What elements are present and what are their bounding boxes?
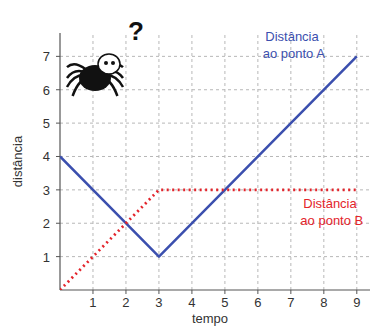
x-tick-label: 7 — [287, 295, 294, 310]
x-grid-line — [257, 33, 258, 290]
x-tick-label: 4 — [188, 295, 195, 310]
y-grid-line — [60, 123, 370, 124]
x-axis-label: tempo — [192, 311, 228, 326]
y-tick-label: 7 — [43, 49, 50, 64]
x-tick-label: 6 — [254, 295, 261, 310]
series-label-line: ao ponto A — [259, 46, 325, 61]
y-axis — [59, 33, 60, 290]
x-grid-line — [224, 33, 225, 290]
x-tick-label: 1 — [89, 295, 96, 310]
y-grid-line — [60, 256, 370, 257]
y-tick-label: 3 — [43, 183, 50, 198]
series-label-line: Distância — [303, 196, 357, 211]
series-label-line: Distância — [265, 29, 319, 44]
x-tick-label: 3 — [155, 295, 162, 310]
series-label: Distância ao ponto B — [297, 196, 364, 228]
x-grid-line — [125, 33, 126, 290]
series-line — [60, 190, 357, 290]
spider-icon — [67, 54, 123, 96]
series-label: Distância ao ponto A — [259, 29, 325, 61]
annotation: ? — [128, 16, 144, 46]
y-tick-label: 4 — [43, 149, 50, 164]
series-group — [60, 56, 357, 290]
x-tick-label: 8 — [320, 295, 327, 310]
series-label-line: ao ponto B — [297, 213, 364, 228]
chart: 1 2 3 4 5 6 7 8 9 1 2 3 4 5 6 7 tempo distância? Distância… — [0, 0, 384, 336]
x-grid-line — [158, 33, 159, 290]
y-tick-label: 5 — [43, 116, 50, 131]
spider-eye — [111, 61, 115, 65]
x-tick-label: 5 — [221, 295, 228, 310]
y-axis-label: distância — [10, 135, 25, 187]
x-tick-label: 9 — [353, 295, 360, 310]
x-grid-line — [356, 33, 357, 290]
y-tick-label: 2 — [43, 216, 50, 231]
y-tick-label: 6 — [43, 83, 50, 98]
spider-head — [98, 54, 120, 74]
y-grid-line — [60, 189, 370, 190]
x-grid-line — [191, 33, 192, 290]
x-axis — [60, 289, 370, 290]
x-grid-line — [323, 33, 324, 290]
x-grid-line — [290, 33, 291, 290]
y-grid-line — [60, 156, 370, 157]
spider-eye — [104, 61, 108, 65]
y-tick-label: 1 — [43, 250, 50, 265]
x-tick-label: 2 — [122, 295, 129, 310]
